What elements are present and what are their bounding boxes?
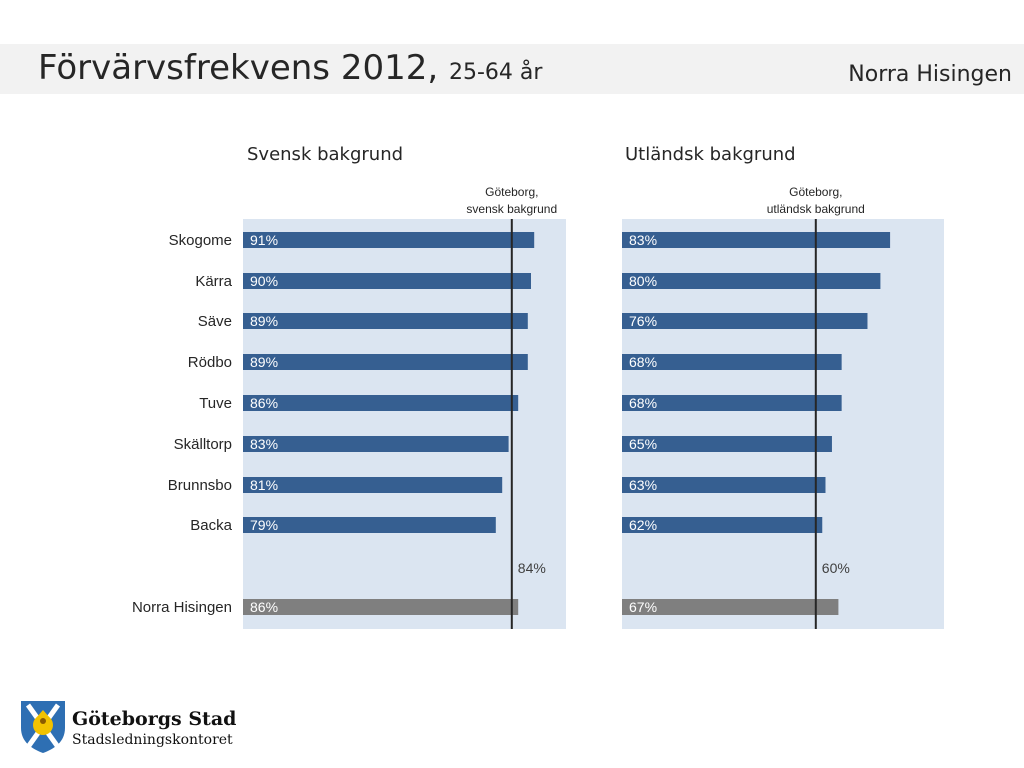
category-label: Rödbo: [188, 354, 232, 371]
logo-subtitle: Stadsledningskontoret: [72, 732, 233, 748]
bar: [622, 599, 839, 615]
bar: [622, 232, 891, 248]
bar: [622, 395, 842, 411]
region-label: Norra Hisingen: [848, 62, 1012, 87]
data-label: 83%: [250, 436, 278, 452]
data-label: 89%: [250, 354, 278, 370]
data-label: 68%: [629, 354, 657, 370]
lion-crest-icon: [21, 701, 65, 753]
bar: [243, 477, 503, 493]
page-title: Förvärvsfrekvens 2012, 25-64 år: [38, 48, 542, 88]
data-label: 63%: [629, 477, 657, 493]
data-label: 81%: [250, 477, 278, 493]
data-label: 89%: [250, 313, 278, 329]
bar: [622, 517, 823, 533]
data-label: 68%: [629, 395, 657, 411]
bar: [243, 354, 528, 370]
category-label: Norra Hisingen: [132, 599, 232, 616]
data-label: 76%: [629, 313, 657, 329]
category-label: Tuve: [199, 395, 232, 412]
data-label: 79%: [250, 517, 278, 533]
reference-value-label: 60%: [822, 560, 850, 576]
reference-label: Göteborg,: [485, 185, 538, 199]
reference-label: Göteborg,: [789, 185, 842, 199]
category-label: Säve: [198, 313, 232, 330]
category-label: Kärra: [195, 273, 232, 290]
bar: [243, 599, 519, 615]
bar: [622, 313, 868, 329]
category-label: Skälltorp: [174, 436, 232, 453]
data-label: 86%: [250, 599, 278, 615]
bar: [622, 436, 832, 452]
bar: [243, 273, 531, 289]
bar: [622, 273, 881, 289]
bar: [243, 313, 528, 329]
bar: [622, 477, 826, 493]
data-label: 86%: [250, 395, 278, 411]
bar: [243, 232, 535, 248]
data-label: 65%: [629, 436, 657, 452]
title-bar: [0, 44, 1024, 94]
bar: [243, 395, 519, 411]
panel-title-svensk: Svensk bakgrund: [247, 144, 404, 165]
data-label: 91%: [250, 232, 278, 248]
data-label: 67%: [629, 599, 657, 615]
data-label: 83%: [629, 232, 657, 248]
panel-title-utlandsk: Utländsk bakgrund: [625, 144, 796, 165]
bar: [622, 354, 842, 370]
bar: [243, 517, 496, 533]
logo-name: Göteborgs Stad: [72, 708, 237, 730]
category-label: Backa: [190, 517, 232, 534]
bar: [243, 436, 509, 452]
title-subtitle: 25-64 år: [448, 60, 543, 85]
data-label: 62%: [629, 517, 657, 533]
category-label: Skogome: [169, 232, 232, 249]
category-label: Brunnsbo: [168, 477, 232, 494]
data-label: 90%: [250, 273, 278, 289]
reference-label: utländsk bakgrund: [767, 202, 865, 216]
reference-label: svensk bakgrund: [466, 202, 557, 216]
data-label: 80%: [629, 273, 657, 289]
title-main: Förvärvsfrekvens 2012,: [38, 48, 439, 88]
reference-value-label: 84%: [518, 560, 546, 576]
